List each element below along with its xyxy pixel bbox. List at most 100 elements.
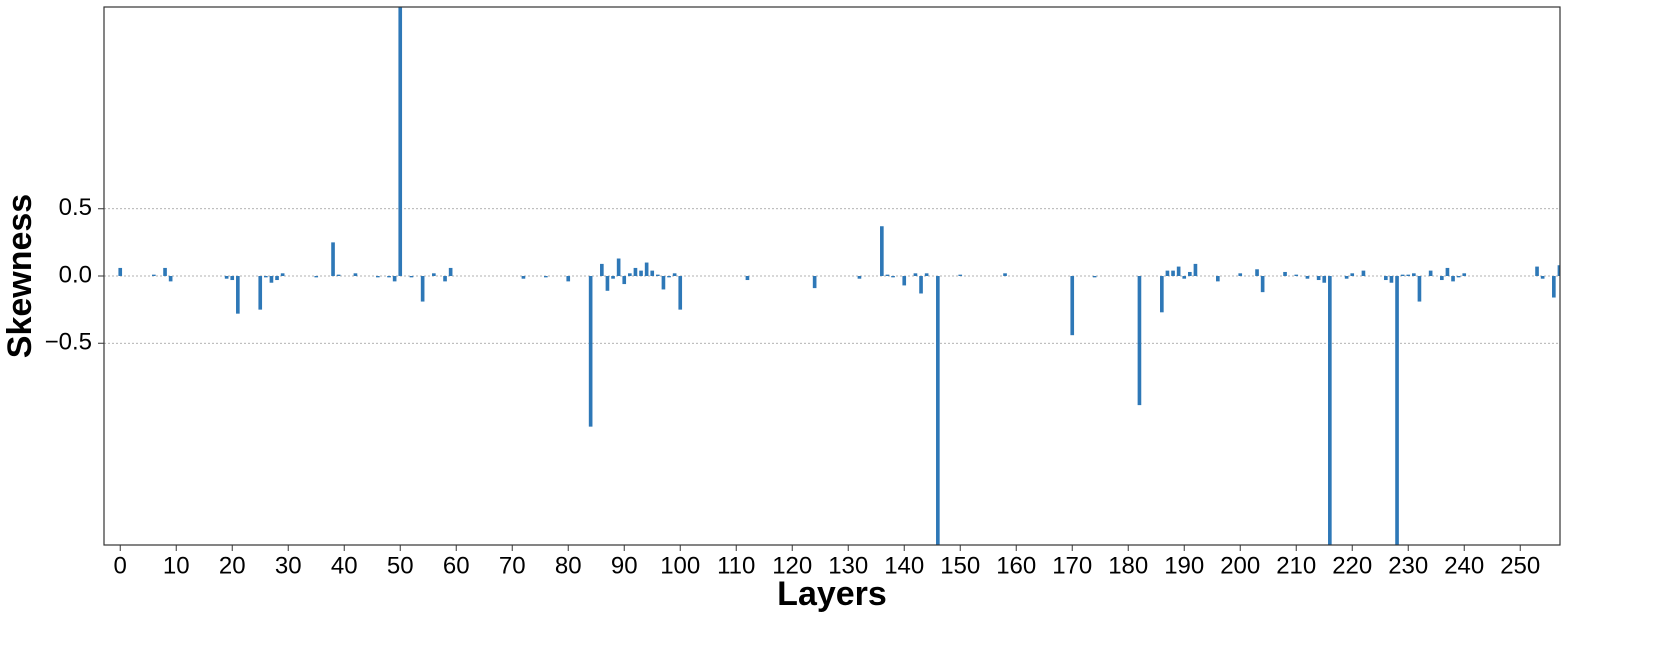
x-tick-label: 70 [499,552,526,579]
bar [885,274,890,276]
bar [913,273,918,276]
x-tick-label: 200 [1220,552,1260,579]
bar [1456,276,1461,278]
bar [600,263,604,276]
bar [336,274,341,276]
bar [1188,271,1192,276]
bar [398,7,403,276]
bar [857,276,862,279]
bar [1540,276,1545,279]
x-tick-label: 40 [331,552,358,579]
bar [958,274,963,276]
grid [104,208,1560,344]
bar [387,276,391,278]
bar [1238,273,1243,276]
bar [118,267,123,276]
bar [812,276,817,289]
x-tick-label: 240 [1444,552,1484,579]
bar [1417,276,1422,302]
bar [280,273,285,276]
bar [236,276,240,314]
bar [667,276,671,278]
bar [1070,276,1075,336]
bar [644,262,649,276]
bar [661,276,666,290]
x-tick-label: 80 [555,552,582,579]
bar [168,276,173,282]
bar [1395,276,1399,545]
bar [353,273,358,276]
bar [331,242,335,276]
bar [1176,266,1181,276]
bar [1092,276,1097,278]
bar [1462,273,1467,276]
bar [622,276,627,285]
bar [1552,276,1556,298]
bar [432,273,436,276]
bar [1361,270,1366,276]
bar [1406,274,1411,276]
bar [1283,271,1287,276]
bar [891,276,895,278]
bar [650,270,655,276]
bar [605,276,610,291]
bar [924,273,929,276]
x-tick-label: 220 [1332,552,1372,579]
bar [588,276,593,427]
x-tick-label: 250 [1500,552,1540,579]
bar [269,276,274,283]
bar [745,276,750,281]
y-tick-label: −0.5 [45,329,92,356]
bar [1216,276,1220,282]
y-axis-label: Skewness [1,194,39,358]
bar [1445,267,1450,276]
bar [1305,276,1310,279]
bar [1344,276,1349,279]
bar [443,276,447,282]
bar [420,276,425,302]
bar [152,274,156,276]
bar [1294,274,1299,276]
bar [1535,266,1539,276]
bar [1003,273,1007,276]
bar [611,276,615,279]
bars [118,7,1560,545]
bar [1255,269,1259,276]
y-tick-label: 0.5 [59,194,92,221]
x-tick-label: 210 [1276,552,1316,579]
bar [314,276,319,278]
bar [224,276,229,279]
bar [880,226,884,276]
bar [544,276,548,278]
bar [902,276,907,286]
bar [521,276,526,279]
bar [1182,276,1187,279]
bar [1389,276,1394,283]
bar [936,276,940,545]
x-tick-label: 190 [1164,552,1204,579]
bar [628,273,632,276]
bar [656,274,660,276]
bar [1384,276,1388,281]
x-tick-label: 20 [219,552,246,579]
x-tick-label: 90 [611,552,638,579]
x-tick-label: 160 [996,552,1036,579]
bar [376,276,380,278]
bar [448,267,453,276]
bar [1428,270,1433,276]
x-tick-label: 170 [1052,552,1092,579]
bar [1557,265,1560,276]
x-tick-label: 130 [828,552,868,579]
bar [919,276,923,294]
bar [1160,276,1164,313]
x-tick-label: 0 [114,552,127,579]
bar [264,276,268,278]
bar [566,276,571,282]
bar [672,273,677,276]
bar [1260,276,1265,293]
x-axis-label: Layers [777,575,887,613]
bar [678,276,683,310]
bar [1412,273,1416,276]
bar [1440,276,1444,281]
